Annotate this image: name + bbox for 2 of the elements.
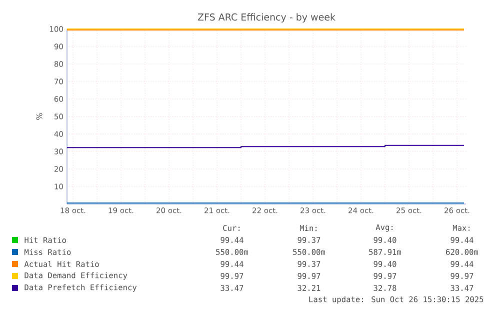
y-axis-title: % [36, 113, 42, 120]
chart-title: ZFS ARC Efficiency - by week [198, 13, 336, 22]
